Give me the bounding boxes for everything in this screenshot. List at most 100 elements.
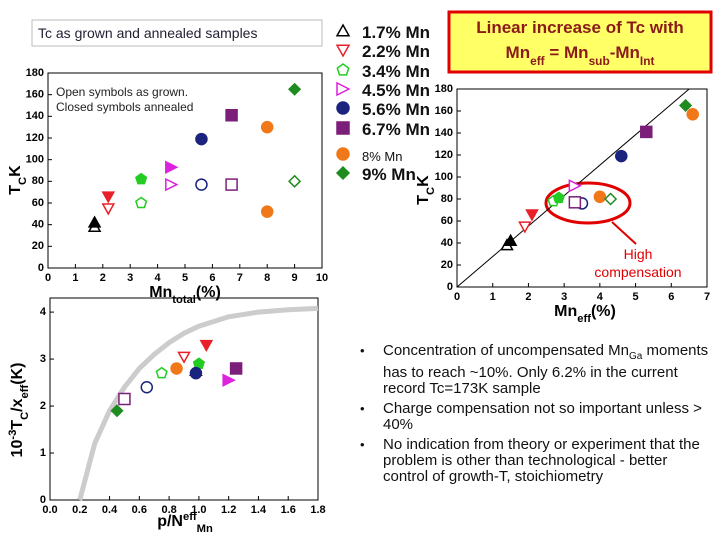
text-part: (%) (591, 303, 616, 320)
x-tick-label: 3 (561, 291, 567, 303)
legend-marker (335, 23, 351, 37)
marker (222, 373, 236, 387)
y-tick-label: 140 (26, 110, 44, 122)
marker (101, 191, 116, 204)
text-part: Mn (554, 303, 577, 320)
marker (195, 132, 208, 146)
marker (199, 339, 214, 353)
legend-label: 1.7% Mn (362, 23, 430, 42)
y-tick-label: 1 (40, 447, 46, 459)
note: Open symbols as grown. (56, 85, 188, 99)
marker (503, 233, 518, 246)
text-part: eff (183, 511, 197, 523)
x-tick-label: 0 (45, 272, 51, 284)
marker (615, 149, 628, 163)
marker (229, 362, 243, 375)
text-part: p/N (157, 513, 183, 530)
y-tick-label: 80 (441, 193, 453, 205)
marker (518, 221, 532, 234)
text-part: Int (640, 54, 655, 68)
marker (288, 174, 302, 188)
text-part: (K) (9, 363, 26, 385)
x-tick-label: 6 (209, 272, 215, 284)
callout-arrow (611, 221, 637, 245)
text-part: eff (19, 385, 31, 399)
legend-marker (335, 165, 351, 181)
text-part: -3 (7, 430, 19, 440)
x-tick-label: 1 (490, 291, 496, 303)
marker (288, 82, 302, 96)
note: Closed symbols annealed (56, 100, 193, 114)
marker (225, 178, 238, 191)
marker (140, 381, 154, 394)
y-tick-label: 3 (40, 353, 46, 365)
x-tick-label: 1 (72, 272, 78, 284)
y-tick-label: 140 (435, 127, 453, 139)
y-tick-label: 2 (40, 400, 46, 412)
x-tick-label: 5 (633, 291, 639, 303)
marker (177, 351, 191, 364)
x-tick-label: 1.2 (221, 504, 236, 516)
legend-label: 8% Mn (362, 149, 402, 164)
theory-curve (77, 305, 319, 501)
text-part: C (425, 187, 437, 195)
marker (604, 192, 618, 206)
marker (679, 98, 693, 113)
marker (192, 357, 206, 369)
marker (110, 404, 124, 418)
y-tick-label: 20 (32, 240, 44, 252)
y-tick-label: 0 (40, 494, 46, 506)
legend-marker (336, 81, 351, 97)
y-tick-label: 180 (26, 67, 44, 79)
marker (686, 108, 699, 121)
y-tick-label: 80 (32, 175, 44, 187)
x-tick-label: 2 (525, 291, 531, 303)
y-tick-label: 100 (435, 171, 453, 183)
text-part: (%) (196, 284, 221, 301)
text-part: T (7, 185, 24, 195)
marker (195, 178, 208, 191)
text-part: total (172, 294, 196, 306)
x-tick-label: 0.2 (72, 504, 87, 516)
y-tick-label: 60 (32, 197, 44, 209)
text-part: K (415, 175, 432, 187)
plot-frame (456, 88, 708, 288)
y-tick-label: 120 (26, 132, 44, 144)
marker (170, 362, 183, 375)
marker (568, 179, 583, 193)
legend-label: 4.5% Mn (362, 81, 430, 100)
x-tick-label: 0 (454, 291, 460, 303)
text-part: C (19, 412, 31, 420)
text-part: T (415, 195, 432, 205)
legend-label: 9% Mn (362, 165, 416, 184)
marker (260, 205, 274, 218)
y-tick-label: 20 (441, 259, 453, 271)
marker (568, 196, 582, 209)
bullet: Concentration of uncompensated MnGa mome… (360, 343, 710, 397)
x-tick-label: 1.4 (251, 504, 267, 516)
x-tick-label: 3 (127, 272, 133, 284)
x-tick-label: 1.6 (281, 504, 296, 516)
legend-marker (336, 101, 350, 115)
title-line: Mneff = Mnsub-MnInt (506, 43, 655, 68)
y-tick-label: 40 (441, 237, 453, 249)
text-part: T (9, 420, 26, 430)
marker (260, 120, 274, 134)
callout: compensation (594, 264, 681, 280)
bullet: No indication from theory or experiment … (360, 437, 710, 485)
x-tick-label: 10 (316, 272, 328, 284)
callout: High (624, 246, 653, 262)
highlight-ellipse (544, 181, 632, 225)
x-tick-label: 0.6 (132, 504, 147, 516)
y-tick-label: 4 (40, 306, 47, 318)
x-tick-label: 4 (155, 272, 162, 284)
text-part: Mn (197, 523, 213, 535)
legend-marker (336, 63, 350, 76)
text-part: Mn (149, 284, 172, 301)
x-tick-label: 4 (597, 291, 604, 303)
text-part: 10 (9, 440, 26, 458)
text-part: C (17, 177, 29, 185)
legend-marker (336, 147, 350, 161)
marker (225, 109, 238, 122)
title-line: Linear increase of Tc with (476, 18, 684, 37)
